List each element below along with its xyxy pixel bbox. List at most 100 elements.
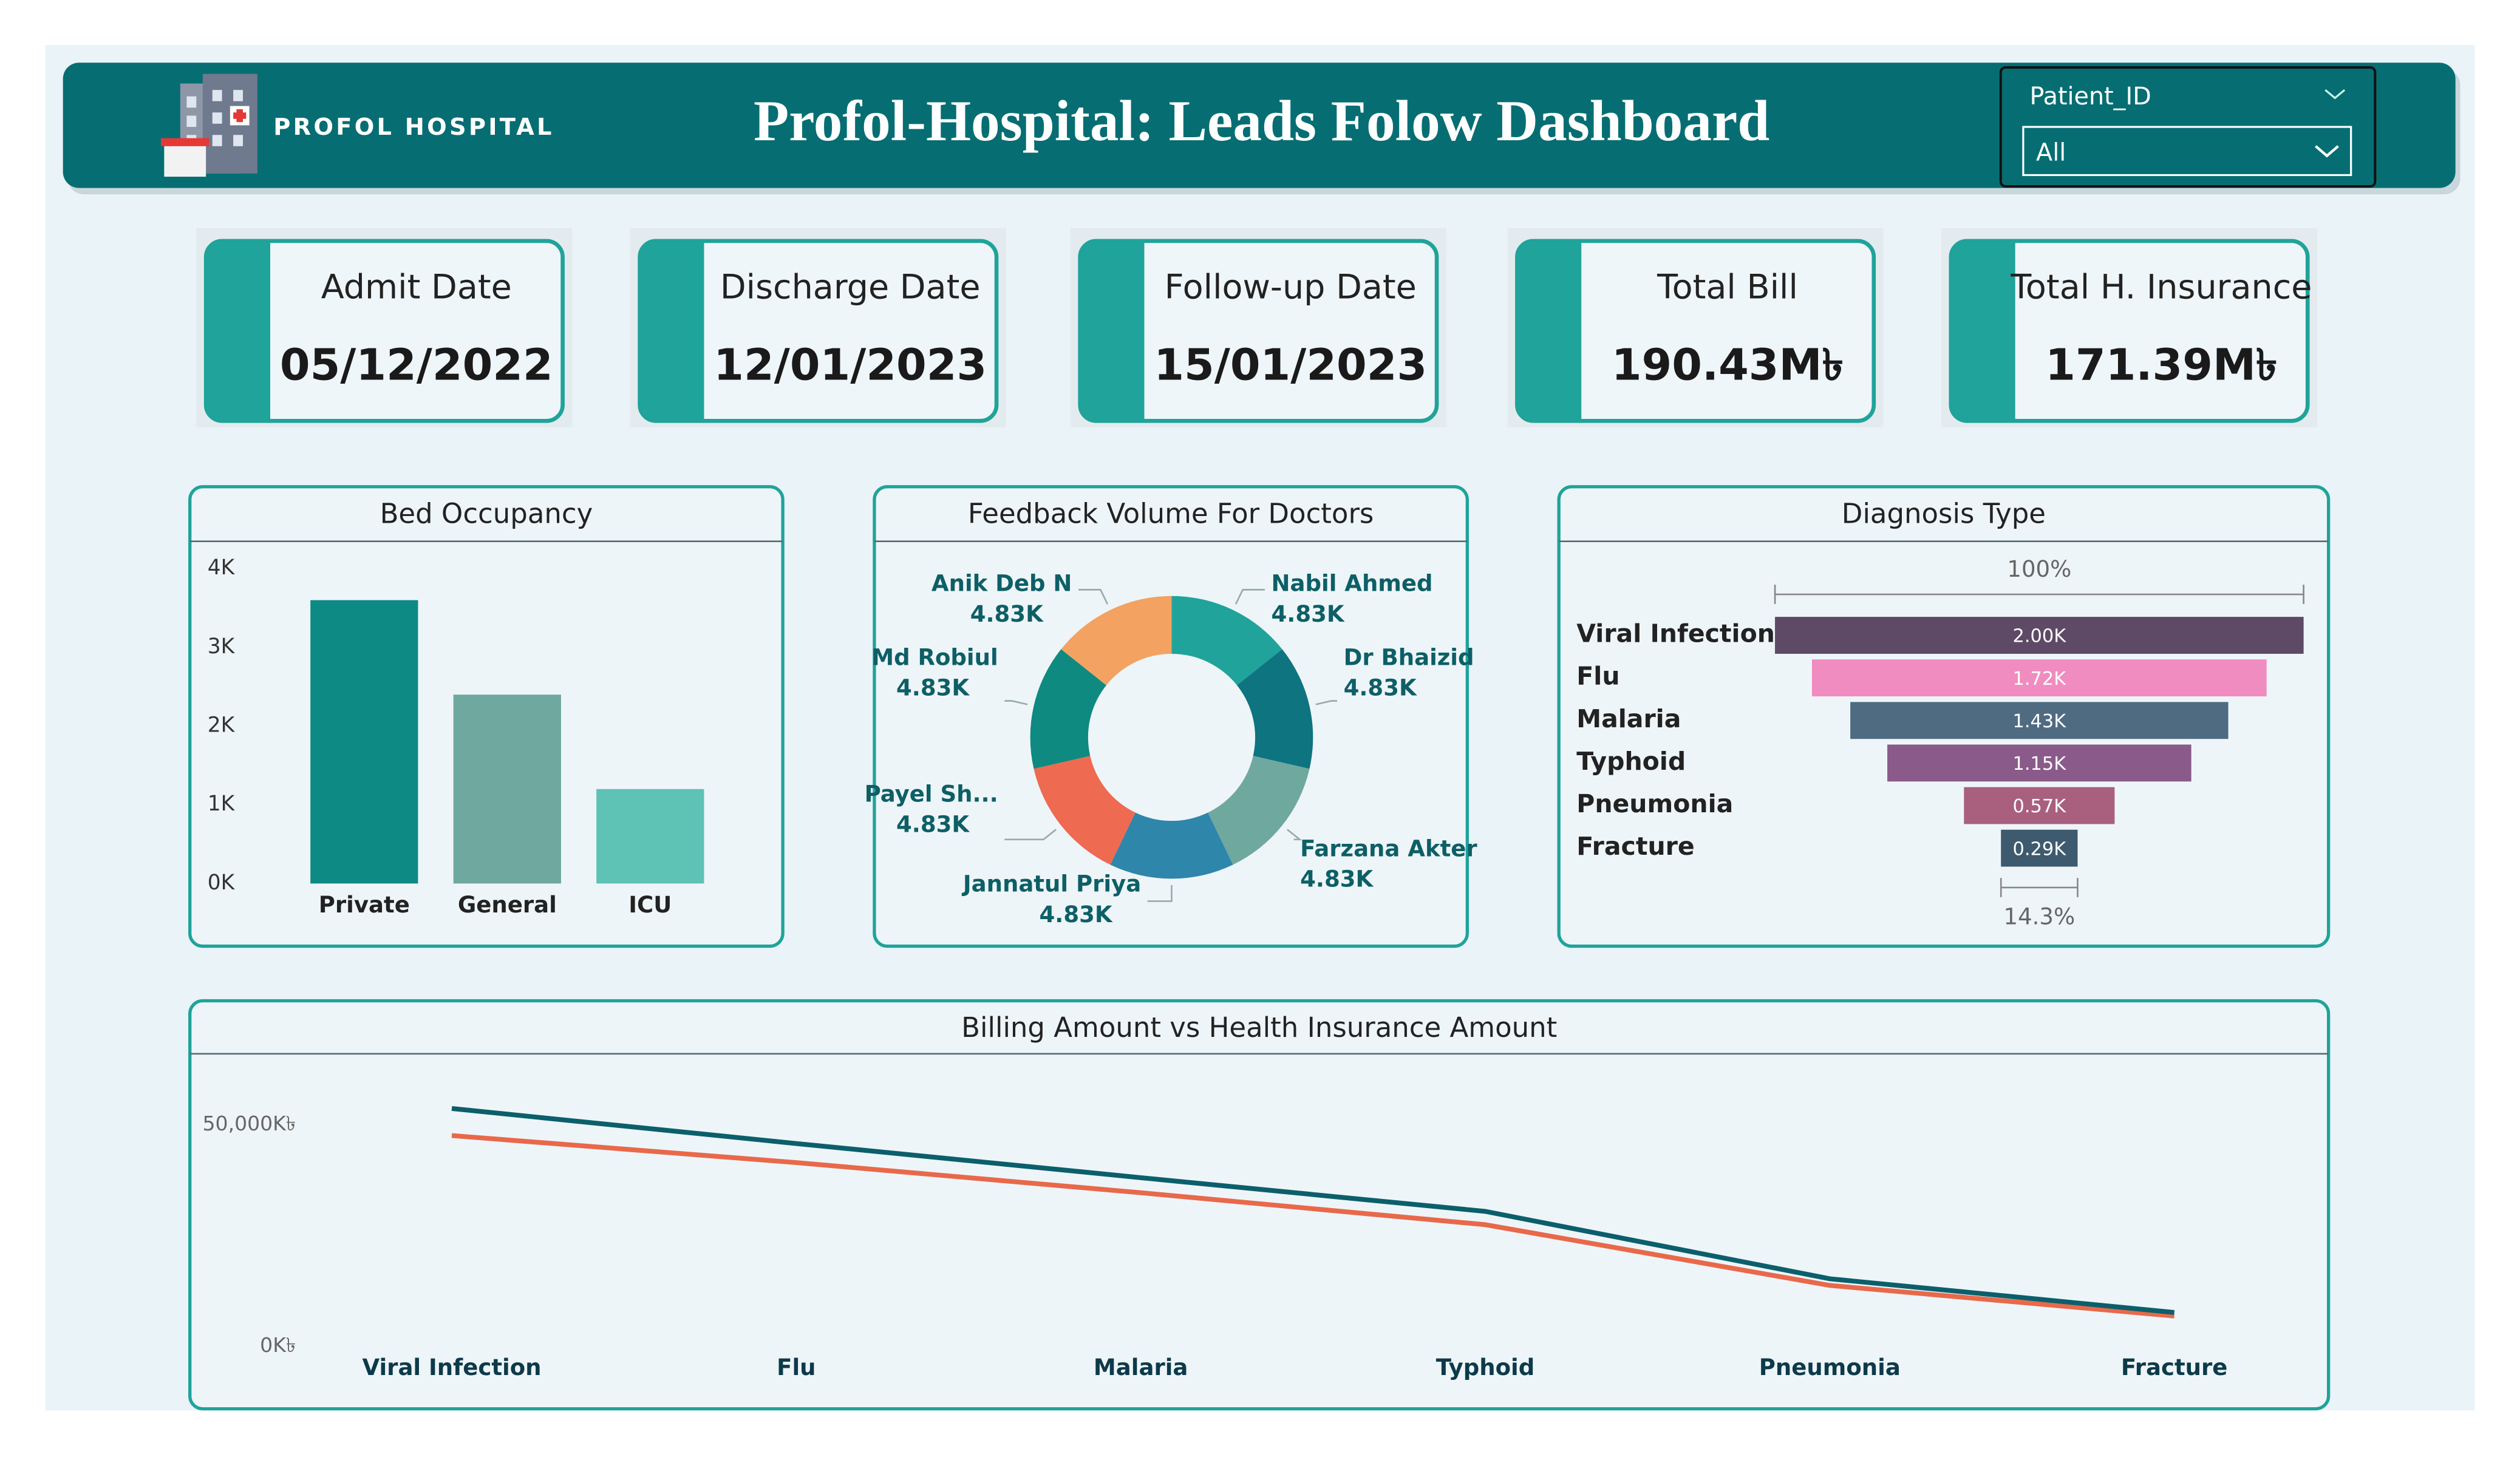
slice-label: Anik Deb N <box>931 571 1072 597</box>
funnel-bar <box>1964 787 2115 824</box>
x-tick-label: Malaria <box>1094 1354 1188 1381</box>
y-tick-label: 2K <box>208 713 236 738</box>
slice-value: 4.83K <box>1344 675 1417 701</box>
funnel-bottom-bracket <box>2000 878 2079 897</box>
y-tick-label: 0K <box>208 871 236 895</box>
kpi-label: Total H. Insurance <box>2010 267 2312 307</box>
kpi-row: Admit Date 05/12/2022 Discharge Date 12/01/… <box>196 228 2318 427</box>
slice-label: Jannatul Priya <box>961 871 1141 897</box>
kpi-accent <box>639 240 704 421</box>
donut-slice <box>1237 649 1313 769</box>
funnel-value: 1.15K <box>2013 753 2067 775</box>
slice-value: 4.83K <box>896 812 970 838</box>
line-series <box>451 1106 2175 1315</box>
funnel-bar <box>1850 702 2229 739</box>
y-tick-label: 1K <box>208 792 236 816</box>
logo-text: PROFOL HOSPITAL <box>273 114 554 141</box>
y-tick-label: 50,000K৳ <box>203 1112 296 1135</box>
dropdown-chevron <box>2315 145 2339 158</box>
funnel-value: 0.29K <box>2013 838 2067 860</box>
funnel-bar <box>1812 659 2267 697</box>
funnel-bottom-label: 14.3% <box>2004 904 2076 930</box>
x-tick-label: Viral Infection <box>362 1354 541 1381</box>
donut-slice <box>1110 812 1233 879</box>
kpi-value: 171.39M৳ <box>2045 339 2277 390</box>
x-tick-label: Pneumonia <box>1759 1354 1901 1381</box>
kpi-accent <box>1080 240 1145 421</box>
patient-filter[interactable]: Patient_ID All <box>1999 66 2377 188</box>
chart-title: Billing Amount vs Health Insurance Amoun… <box>961 1011 1557 1044</box>
filter-label: Patient_ID <box>2029 83 2151 110</box>
slice-value: 4.83K <box>970 601 1044 627</box>
leader-line <box>1286 829 1303 841</box>
leader-line <box>1004 700 1028 705</box>
donut-slice <box>1208 756 1310 865</box>
kpi-label: Discharge Date <box>720 267 981 307</box>
funnel-category: Pneumonia <box>1576 789 1733 818</box>
donut-slice <box>1030 649 1106 769</box>
chart-title: Bed Occupancy <box>380 497 593 529</box>
slice-label: Farzana Akter <box>1300 835 1477 861</box>
funnel-value: 1.72K <box>2013 668 2067 690</box>
funnel-category: Flu <box>1576 662 1619 691</box>
funnel-bar <box>2001 829 2078 867</box>
slice-value: 4.83K <box>1300 866 1374 892</box>
kpi-label: Admit Date <box>321 267 512 307</box>
leader-line <box>1147 885 1173 902</box>
funnel-bar <box>1775 617 2304 654</box>
kpi-accent <box>1517 240 1582 421</box>
funnel-category: Malaria <box>1576 704 1681 733</box>
funnel-top-bracket <box>1774 585 2304 604</box>
kpi-card <box>203 239 565 423</box>
kpi-label: Total Bill <box>1657 267 1798 307</box>
leader-line <box>1004 829 1057 841</box>
x-tick-label: ICU <box>628 892 672 918</box>
bar <box>453 695 561 884</box>
leader-line <box>1234 589 1265 605</box>
charts: Bed Occupancy 0K 1K 2K 3K 4K Private General ICU… <box>203 497 2304 1381</box>
x-tick-label: General <box>458 892 557 918</box>
kpi-value: 190.43M৳ <box>1612 339 1844 390</box>
slice-value: 4.83K <box>896 675 970 701</box>
kpi-accent <box>1950 240 2015 421</box>
chart-title: Feedback Volume For Doctors <box>968 497 1374 529</box>
slice-label: Md Robiul <box>871 644 998 670</box>
funnel-category: Fracture <box>1576 832 1694 861</box>
slice-label: Payel Sh... <box>865 781 998 807</box>
funnel-value: 1.43K <box>2013 711 2067 732</box>
kpi-accent <box>206 240 271 421</box>
kpi-value: 15/01/2023 <box>1154 339 1427 390</box>
funnel-value: 0.57K <box>2013 796 2067 817</box>
funnel-category: Viral Infection <box>1576 619 1775 648</box>
slice-label: Dr Bhaizid <box>1344 644 1474 670</box>
funnel-value: 2.00K <box>2013 626 2067 647</box>
filter-dropdown[interactable] <box>2022 126 2352 177</box>
bar <box>310 600 418 884</box>
slice-value: 4.83K <box>1272 601 1345 627</box>
slice-value: 4.83K <box>1039 902 1112 928</box>
dashboard-title: Profol-Hospital: Leads Folow Dashboard <box>754 89 1769 153</box>
y-tick-label: 3K <box>208 634 236 659</box>
logo-icon <box>161 73 257 177</box>
x-tick-label: Private <box>319 892 410 918</box>
chart-title: Diagnosis Type <box>1842 497 2046 529</box>
funnel-category: Typhoid <box>1576 747 1686 776</box>
kpi-value: 12/01/2023 <box>713 339 987 390</box>
funnel-top-label: 100% <box>2007 556 2071 582</box>
x-tick-label: Fracture <box>2121 1354 2228 1381</box>
donut-slice <box>1171 596 1282 685</box>
x-tick-label: Flu <box>777 1354 816 1381</box>
kpi-label: Follow-up Date <box>1165 267 1417 307</box>
x-tick-label: Typhoid <box>1436 1354 1535 1381</box>
leader-line <box>1078 589 1109 605</box>
slice-label: Nabil Ahmed <box>1272 571 1433 597</box>
header-bar <box>63 63 2456 188</box>
kpi-value: 05/12/2022 <box>280 339 553 390</box>
filter-chevron <box>2324 89 2346 100</box>
filter-value: All <box>2036 139 2066 167</box>
y-tick-label: 0K৳ <box>260 1333 296 1357</box>
y-tick-label: 4K <box>208 555 236 580</box>
funnel-bar <box>1887 744 2191 782</box>
donut-slice <box>1061 596 1172 685</box>
